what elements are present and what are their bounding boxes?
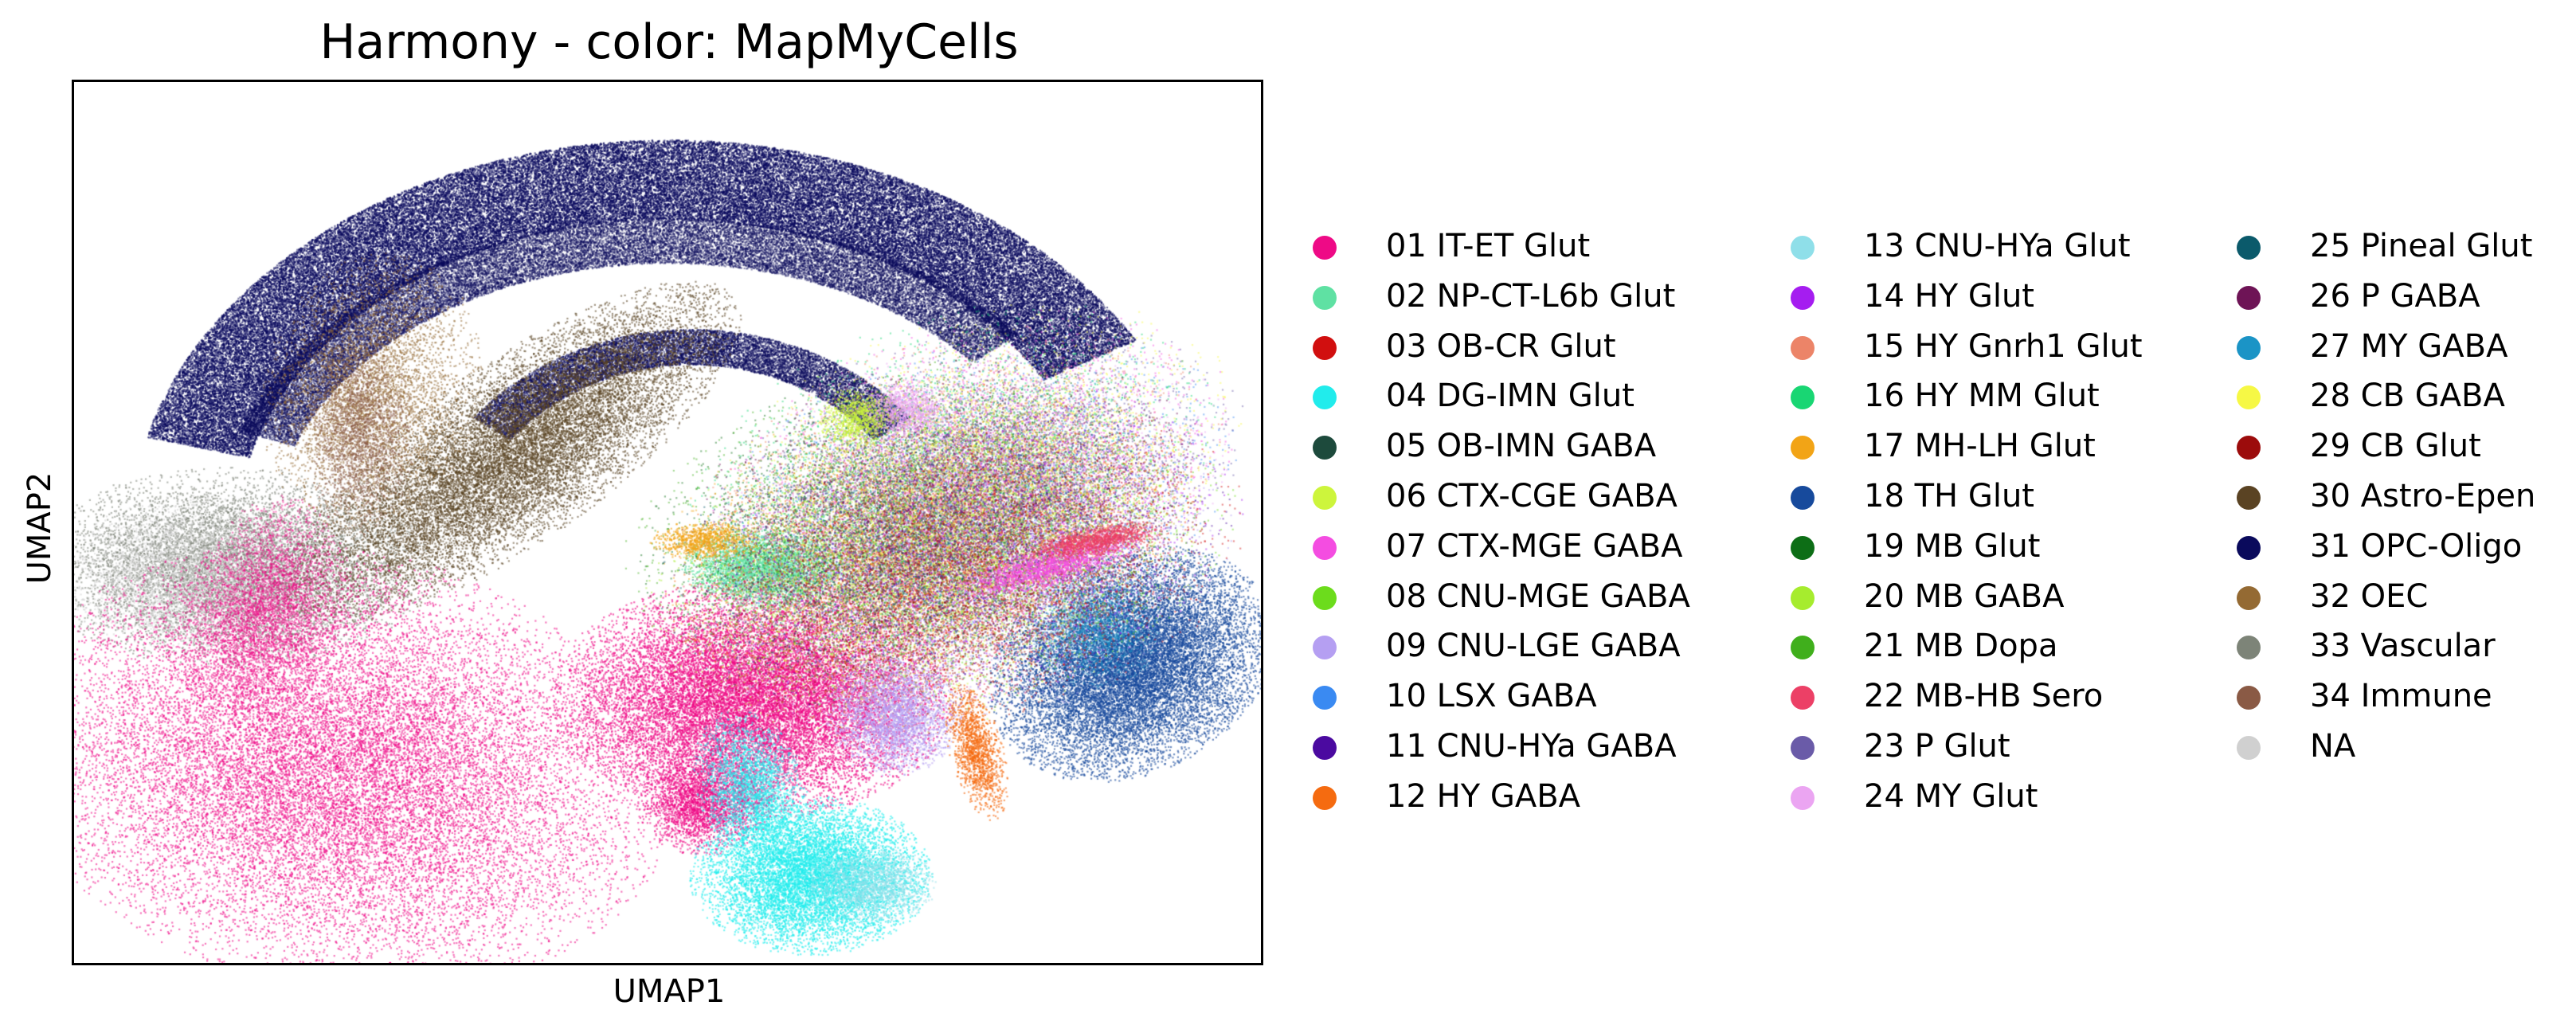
legend-marker <box>1791 736 1815 760</box>
legend-label: 29 CB Glut <box>2310 428 2481 465</box>
legend-marker <box>2237 285 2261 310</box>
legend-label: 27 MY GABA <box>2310 327 2508 365</box>
legend-label: 19 MB Glut <box>1864 527 2041 565</box>
legend-label: 09 CNU-LGE GABA <box>1386 628 1681 665</box>
legend-label: 15 HY Gnrh1 Glut <box>1864 327 2143 365</box>
chart-title: Harmony - color: MapMyCells <box>319 14 1019 70</box>
legend-marker <box>1791 385 1815 410</box>
legend-marker <box>2237 236 2261 260</box>
x-axis-label: UMAP1 <box>613 973 726 1010</box>
legend-label: 26 P GABA <box>2310 277 2480 315</box>
legend-label: 01 IT-ET Glut <box>1386 228 1591 264</box>
legend-marker <box>2237 385 2261 410</box>
legend-marker <box>2237 736 2261 760</box>
legend-label: 32 OEC <box>2310 577 2429 615</box>
legend-label: 22 MB-HB Sero <box>1864 678 2104 715</box>
legend-label: 17 MH-LH Glut <box>1864 428 2096 465</box>
legend-label: 25 Pineal Glut <box>2310 228 2533 264</box>
legend-label: 31 OPC-Oligo <box>2310 527 2523 565</box>
legend-marker <box>2237 335 2261 360</box>
legend-marker <box>2237 686 2261 710</box>
legend-label: 30 Astro-Epen <box>2310 478 2536 515</box>
legend-label: 33 Vascular <box>2310 628 2496 665</box>
legend-marker <box>1313 686 1337 710</box>
legend-label: 12 HY GABA <box>1386 777 1581 815</box>
legend-marker <box>1791 436 1815 460</box>
legend-label: 18 TH Glut <box>1864 478 2034 515</box>
legend-label: 34 Immune <box>2310 678 2492 715</box>
legend-marker <box>1313 385 1337 410</box>
legend-marker <box>1791 535 1815 560</box>
legend-marker <box>1791 285 1815 310</box>
legend-marker <box>1313 636 1337 660</box>
legend-marker <box>2237 585 2261 610</box>
legend-label: 10 LSX GABA <box>1386 678 1597 715</box>
legend-marker <box>1313 785 1337 810</box>
legend-marker <box>1791 236 1815 260</box>
legend-marker <box>2237 436 2261 460</box>
legend-label: 08 CNU-MGE GABA <box>1386 577 1690 615</box>
legend-marker <box>1791 686 1815 710</box>
legend-marker <box>1313 736 1337 760</box>
legend-marker <box>1791 585 1815 610</box>
legend-marker <box>2237 486 2261 510</box>
legend-label: 14 HY Glut <box>1864 277 2034 315</box>
legend-label: 16 HY MM Glut <box>1864 378 2100 415</box>
legend-label: NA <box>2310 728 2356 765</box>
legend-marker <box>2237 535 2261 560</box>
y-axis-label: UMAP2 <box>22 472 58 585</box>
umap-scatter-points <box>74 82 1261 963</box>
legend-marker <box>1791 486 1815 510</box>
legend-label: 03 OB-CR Glut <box>1386 327 1616 365</box>
legend-marker <box>1313 486 1337 510</box>
legend-label: 02 NP-CT-L6b Glut <box>1386 277 1676 315</box>
legend-marker <box>1313 436 1337 460</box>
legend-label: 04 DG-IMN Glut <box>1386 378 1634 415</box>
legend-marker <box>1313 585 1337 610</box>
legend-label: 28 CB GABA <box>2310 378 2505 415</box>
legend-marker <box>1313 285 1337 310</box>
legend-marker <box>1313 335 1337 360</box>
legend-label: 07 CTX-MGE GABA <box>1386 527 1683 565</box>
legend-marker <box>1313 535 1337 560</box>
legend-label: 13 CNU-HYa Glut <box>1864 228 2131 264</box>
legend-label: 05 OB-IMN GABA <box>1386 428 1657 465</box>
legend-label: 24 MY Glut <box>1864 777 2038 815</box>
legend-marker <box>1791 636 1815 660</box>
legend-label: 20 MB GABA <box>1864 577 2065 615</box>
legend-marker <box>1791 335 1815 360</box>
plot-area <box>72 80 1263 965</box>
legend-label: 06 CTX-CGE GABA <box>1386 478 1678 515</box>
legend-label: 23 P Glut <box>1864 728 2010 765</box>
legend-marker <box>2237 636 2261 660</box>
legend-marker <box>1313 236 1337 260</box>
legend-marker <box>1791 785 1815 810</box>
legend-label: 11 CNU-HYa GABA <box>1386 728 1677 765</box>
legend-label: 21 MB Dopa <box>1864 628 2058 665</box>
